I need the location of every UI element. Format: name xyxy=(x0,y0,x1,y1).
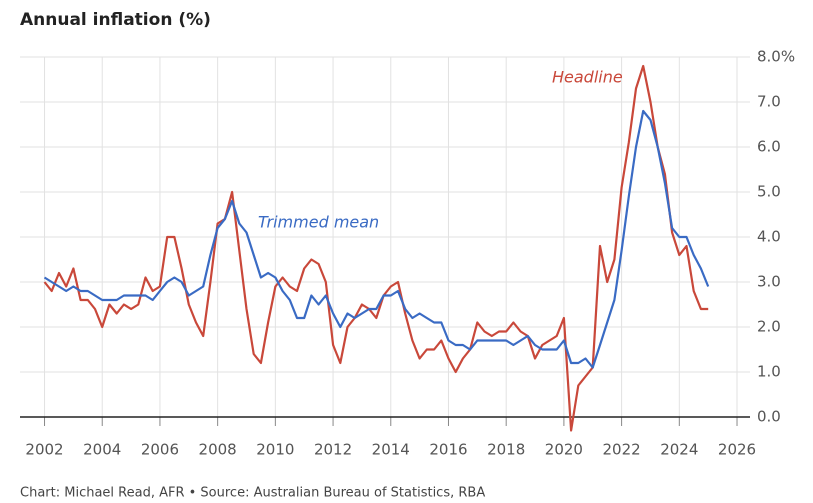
series-line xyxy=(43,64,709,432)
series-line xyxy=(43,109,710,369)
x-tick-label: 2024 xyxy=(660,441,698,459)
x-tick-label: 2016 xyxy=(429,441,467,459)
x-tick-label: 2026 xyxy=(718,441,756,459)
x-tick-label: 2004 xyxy=(83,441,121,459)
x-tick-label: 2022 xyxy=(603,441,641,459)
source-note: Chart: Michael Read, AFR • Source: Austr… xyxy=(20,486,485,501)
x-tick-label: 2014 xyxy=(372,441,410,459)
y-tick-label: 2.0 xyxy=(757,318,781,336)
y-tick-label: 4.0 xyxy=(757,228,781,246)
x-tick-label: 2018 xyxy=(487,441,525,459)
x-tick-label: 2002 xyxy=(25,441,63,459)
y-tick-label: 7.0 xyxy=(757,93,781,111)
y-tick-label: 1.0 xyxy=(757,363,781,381)
x-tick-label: 2012 xyxy=(314,441,352,459)
x-tick-label: 2006 xyxy=(141,441,179,459)
x-tick-label: 2008 xyxy=(199,441,237,459)
y-tick-label: 6.0 xyxy=(757,138,781,156)
x-tick-label: 2010 xyxy=(256,441,294,459)
chart-title: Annual inflation (%) xyxy=(20,10,211,30)
y-tick-label: 5.0 xyxy=(757,183,781,201)
series-label: Trimmed mean xyxy=(258,213,379,232)
x-tick-label: 2020 xyxy=(545,441,583,459)
series-label: Headline xyxy=(552,68,623,87)
y-tick-label: 8.0% xyxy=(757,48,795,66)
y-tick-label: 3.0 xyxy=(757,273,781,291)
y-tick-label: 0.0 xyxy=(757,408,781,426)
